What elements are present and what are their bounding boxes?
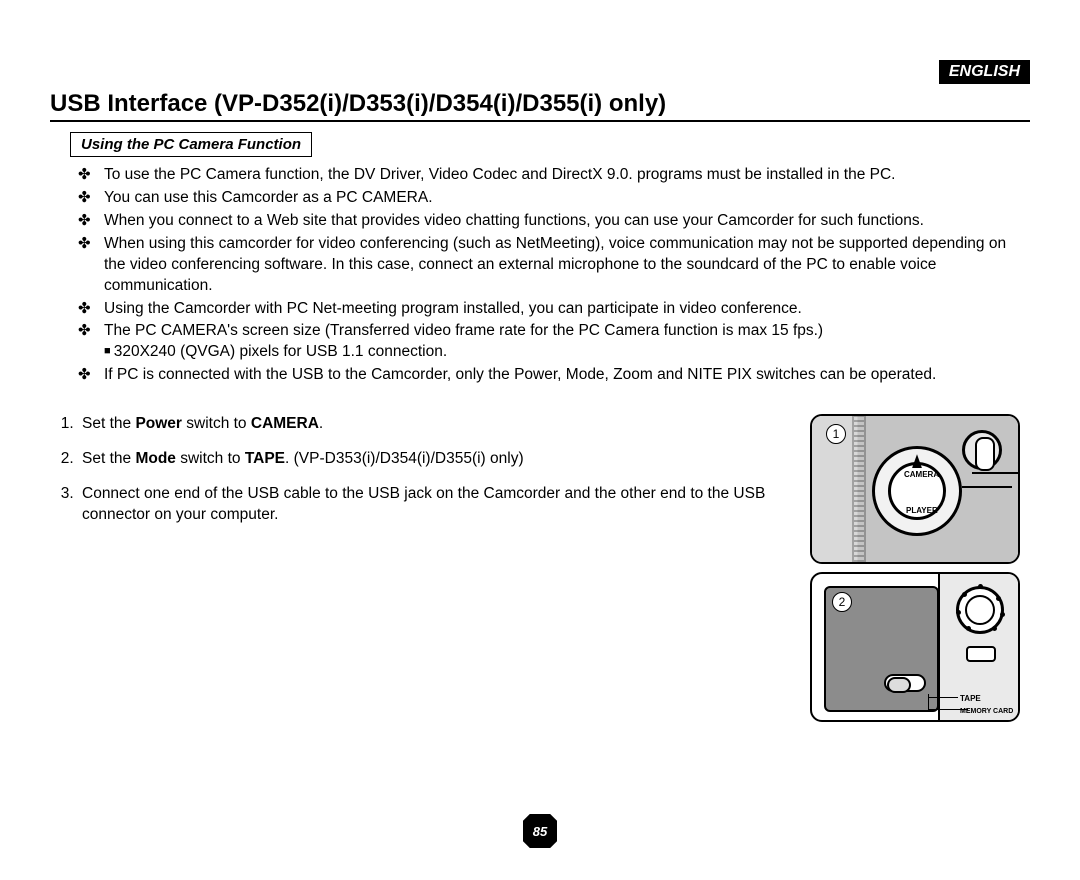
- label-player: PLAYER: [906, 506, 938, 515]
- bullet-text: When using this camcorder for video conf…: [104, 235, 1006, 294]
- step-bold: CAMERA: [251, 415, 319, 432]
- step-text: . (VP-D353(i)/D354(i)/D355(i) only): [285, 450, 524, 467]
- bullet-subline: 320X240 (QVGA) pixels for USB 1.1 connec…: [104, 342, 1030, 363]
- bullet-item: When you connect to a Web site that prov…: [78, 211, 1030, 232]
- bullet-item: The PC CAMERA's screen size (Transferred…: [78, 321, 1030, 363]
- step-bold: Power: [135, 415, 182, 432]
- step-bold: TAPE: [245, 450, 285, 467]
- step-text: switch to: [182, 415, 251, 432]
- step-text: Connect one end of the USB cable to the …: [82, 485, 765, 523]
- step-text: switch to: [176, 450, 245, 467]
- bullet-text: If PC is connected with the USB to the C…: [104, 366, 936, 383]
- step-item: Connect one end of the USB cable to the …: [78, 484, 790, 526]
- bullet-text: When you connect to a Web site that prov…: [104, 212, 924, 229]
- bullet-item: If PC is connected with the USB to the C…: [78, 365, 1030, 386]
- bullet-text: To use the PC Camera function, the DV Dr…: [104, 166, 895, 183]
- section-heading: Using the PC Camera Function: [70, 132, 312, 157]
- edge-line: [972, 472, 1018, 474]
- side-knob: [962, 430, 1002, 470]
- bullet-text: You can use this Camcorder as a PC CAMER…: [104, 189, 433, 206]
- bullet-item: You can use this Camcorder as a PC CAMER…: [78, 188, 1030, 209]
- bullet-item: When using this camcorder for video conf…: [78, 234, 1030, 297]
- title-rule: [50, 120, 1030, 122]
- step-item: Set the Power switch to CAMERA.: [78, 414, 790, 435]
- mode-switch: [884, 674, 926, 692]
- step-bold: Mode: [135, 450, 175, 467]
- grip-band: [852, 416, 866, 562]
- jog-dial-dots: [956, 586, 1004, 634]
- label-memory-card: MEMORY CARD: [960, 708, 1013, 715]
- page-title: USB Interface (VP-D352(i)/D353(i)/D354(i…: [50, 90, 1030, 118]
- bullet-text: The PC CAMERA's screen size (Transferred…: [104, 322, 823, 339]
- side-button: [966, 646, 996, 662]
- bullet-item: To use the PC Camera function, the DV Dr…: [78, 165, 1030, 186]
- step-text: Set the: [82, 415, 135, 432]
- figure-mode-switch: TAPE MEMORY CARD 2: [810, 572, 1020, 722]
- language-badge: ENGLISH: [939, 60, 1030, 84]
- step-item: Set the Mode switch to TAPE. (VP-D353(i)…: [78, 449, 790, 470]
- edge-line: [962, 486, 1012, 488]
- label-camera: CAMERA: [904, 470, 939, 479]
- label-tape: TAPE: [960, 694, 981, 703]
- bullet-text: Using the Camcorder with PC Net-meeting …: [104, 300, 802, 317]
- figure-column: CAMERA PLAYER 1 TAPE: [810, 414, 1030, 722]
- step-text: .: [319, 415, 323, 432]
- content-row: Set the Power switch to CAMERA. Set the …: [50, 414, 1030, 722]
- figure-power-switch: CAMERA PLAYER 1: [810, 414, 1020, 564]
- step-text: Set the: [82, 450, 135, 467]
- bullet-item: Using the Camcorder with PC Net-meeting …: [78, 299, 1030, 320]
- bullet-list: To use the PC Camera function, the DV Dr…: [50, 165, 1030, 386]
- steps-list: Set the Power switch to CAMERA. Set the …: [50, 414, 790, 722]
- leader-line-tape: [928, 697, 958, 698]
- page-number-badge: 85: [523, 814, 557, 848]
